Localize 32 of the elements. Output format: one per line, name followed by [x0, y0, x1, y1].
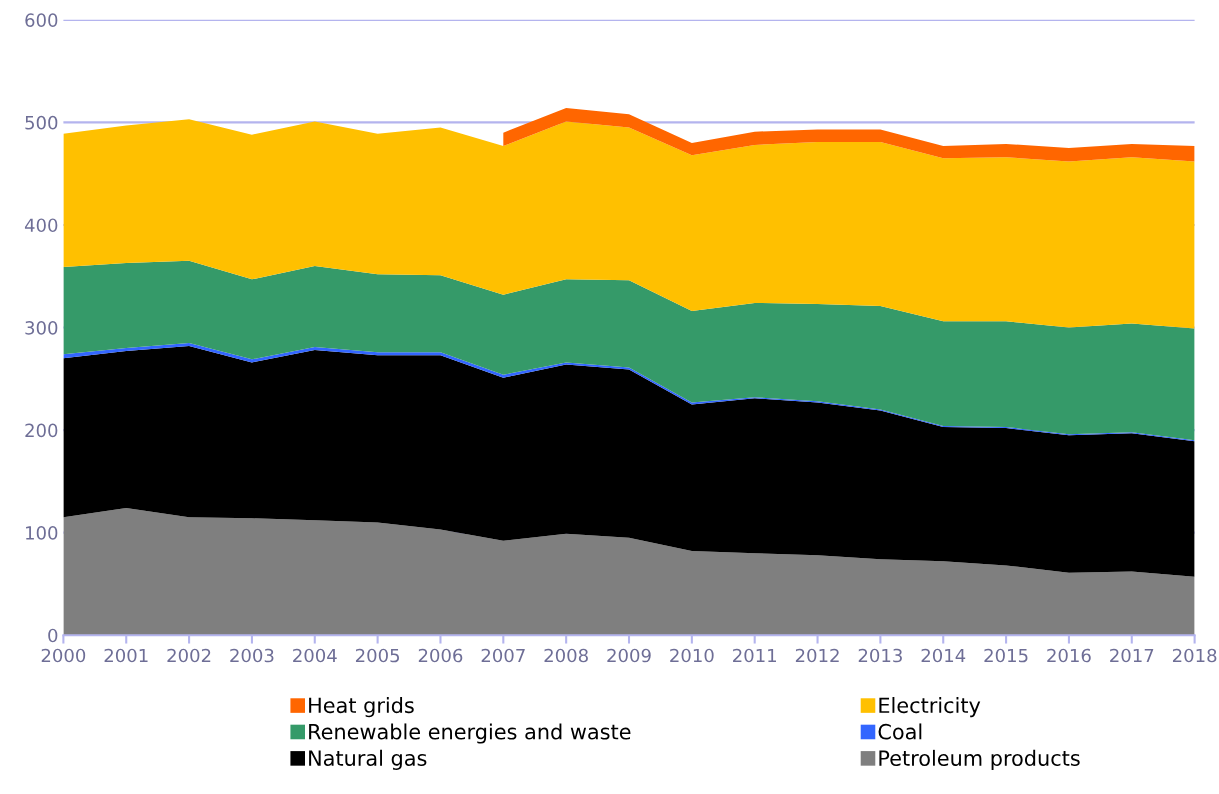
x-tick-label: 2011 [733, 648, 776, 663]
x-tick-label: 2013 [858, 648, 902, 663]
y-tick-label: 0 [48, 628, 58, 643]
x-tick-label: 2016 [1047, 648, 1091, 663]
x-tick-label: 2017 [1110, 648, 1154, 663]
x-tick-label: 2006 [418, 648, 463, 663]
x-tick-label: 2002 [167, 648, 211, 663]
y-tick-label: 600 [25, 13, 58, 27]
x-tick-label: 2008 [544, 648, 588, 663]
x-tick-label: 2000 [41, 648, 86, 663]
x-tick-label: 2005 [355, 648, 400, 663]
y-tick-label: 400 [24, 218, 58, 233]
x-tick-label: 2001 [104, 648, 148, 663]
x-tick-label: 2012 [795, 648, 839, 663]
legend-label: Heat grids [309, 697, 414, 718]
y-tick-label: 300 [25, 320, 58, 335]
x-tick-label: 2004 [293, 648, 337, 663]
legend-label: Electricity [879, 697, 981, 718]
y-tick-label: 200 [25, 423, 58, 438]
x-tick-label: 2010 [670, 648, 714, 663]
x-tick-label: 2007 [481, 648, 525, 663]
x-tick-label: 2009 [607, 648, 651, 663]
y-tick-label: 100 [26, 526, 58, 540]
legend-label: Coal [878, 723, 922, 740]
legend-label: Natural gas [309, 749, 427, 771]
x-tick-label: 2015 [984, 648, 1028, 663]
x-tick-label: 2003 [230, 648, 274, 663]
y-tick-label: 500 [25, 115, 58, 130]
x-tick-label: 2014 [921, 648, 966, 663]
legend-label: Renewable energies and waste [309, 723, 631, 744]
x-tick-label: 2018 [1172, 648, 1217, 663]
legend-label: Petroleum products [879, 749, 1080, 771]
